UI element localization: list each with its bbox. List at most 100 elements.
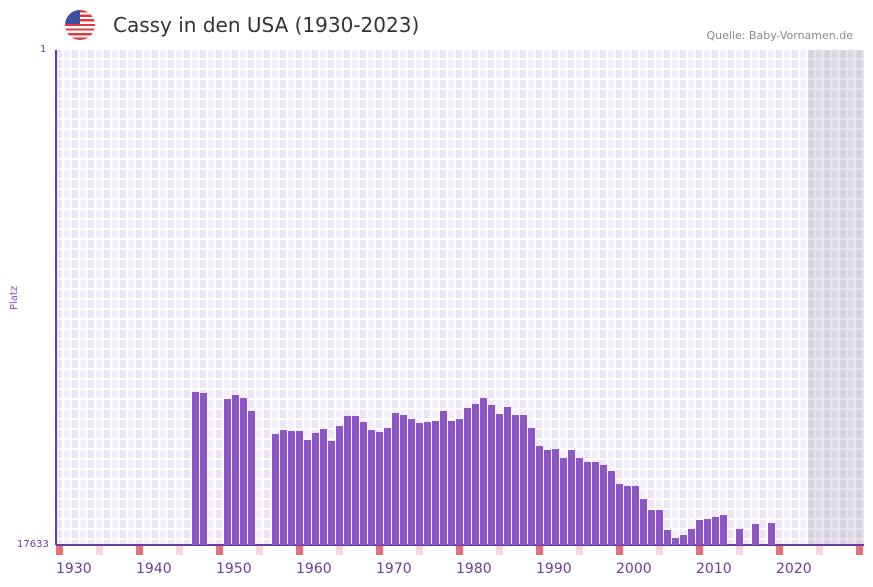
decade-marker: [376, 546, 383, 555]
bar-2004: [648, 510, 655, 545]
bar-1991: [544, 449, 551, 545]
half-decade-marker: [336, 546, 343, 555]
bar-1987: [512, 414, 519, 545]
bar-1967: [352, 415, 359, 545]
bar-1960: [296, 430, 303, 545]
bar-2006: [664, 530, 671, 545]
bar-2010: [696, 520, 703, 545]
bar-1971: [384, 428, 391, 545]
bar-1972: [392, 412, 399, 545]
bar-2000: [616, 483, 623, 545]
bar-1974: [408, 419, 415, 545]
bar-1970: [376, 431, 383, 545]
x-tick-label: 2010: [696, 561, 732, 577]
bar-2017: [752, 524, 759, 545]
bar-1996: [584, 462, 591, 545]
bar-1984: [488, 404, 495, 545]
bar-1961: [304, 439, 311, 545]
bar-1976: [424, 421, 431, 545]
bar-1998: [600, 465, 607, 545]
bar-1989: [528, 428, 535, 545]
bar-1962: [312, 433, 319, 545]
bar-1951: [224, 399, 231, 545]
bar-1975: [416, 422, 423, 545]
half-decade-marker: [416, 546, 423, 555]
bar-2005: [656, 510, 663, 545]
bar-1988: [520, 414, 527, 545]
bar-1964: [328, 440, 335, 545]
decade-marker: [536, 546, 543, 555]
half-decade-marker: [176, 546, 183, 555]
plot-area: [56, 50, 864, 545]
x-tick-label: 2020: [776, 561, 812, 577]
decade-marker: [616, 546, 623, 555]
x-tick-label: 1970: [376, 561, 412, 577]
x-tick-label: 2000: [616, 561, 652, 577]
bar-1981: [464, 408, 471, 545]
bar-1965: [336, 426, 343, 545]
bar-1957: [272, 433, 279, 545]
x-tick-label: 1940: [136, 561, 172, 577]
bar-1978: [440, 411, 447, 545]
bar-1947: [192, 392, 199, 545]
future-shaded-region: [808, 50, 864, 545]
bar-1948: [200, 393, 207, 545]
decade-marker: [776, 546, 783, 555]
bar-1973: [400, 414, 407, 545]
x-tick-label: 1980: [456, 561, 492, 577]
bar-1986: [504, 407, 511, 545]
decade-marker: [456, 546, 463, 555]
half-decade-marker: [496, 546, 503, 555]
bar-2003: [640, 499, 647, 545]
bar-1994: [568, 449, 575, 545]
bar-2012: [712, 517, 719, 545]
bar-2011: [704, 519, 711, 545]
bar-1952: [232, 394, 239, 545]
half-decade-marker: [96, 546, 103, 555]
half-decade-marker: [736, 546, 743, 555]
bar-1992: [552, 449, 559, 545]
decade-marker: [136, 546, 143, 555]
bar-2019: [768, 523, 775, 545]
bar-1966: [344, 415, 351, 545]
bar-1977: [432, 421, 439, 545]
bar-1983: [480, 398, 487, 545]
decade-marker: [856, 546, 863, 555]
x-tick-label: 1960: [296, 561, 332, 577]
y-axis-title: Platz: [9, 285, 20, 310]
bar-2008: [680, 535, 687, 545]
decade-marker: [56, 546, 63, 555]
bar-1980: [456, 419, 463, 545]
us-flag-icon: [65, 10, 95, 40]
bar-1963: [320, 428, 327, 545]
source-credit: Quelle: Baby-Vornamen.de: [706, 29, 853, 42]
bar-2001: [624, 485, 631, 545]
y-tick-label: 17633: [17, 539, 49, 550]
bar-1995: [576, 458, 583, 545]
bar-2009: [688, 529, 695, 545]
half-decade-marker: [816, 546, 823, 555]
bar-1982: [472, 404, 479, 545]
x-axis-line: [56, 544, 864, 546]
bar-1954: [248, 411, 255, 545]
bar-2007: [672, 538, 679, 545]
bar-1968: [360, 421, 367, 545]
bar-1990: [536, 446, 543, 545]
decade-marker: [216, 546, 223, 555]
half-decade-marker: [576, 546, 583, 555]
x-tick-label: 1930: [56, 561, 92, 577]
chart-title: Cassy in den USA (1930-2023): [113, 13, 420, 37]
bar-1969: [368, 430, 375, 545]
bar-1999: [608, 471, 615, 545]
bar-1953: [240, 398, 247, 545]
half-decade-marker: [656, 546, 663, 555]
bar-2002: [632, 485, 639, 545]
bar-1985: [496, 413, 503, 545]
bar-2015: [736, 529, 743, 545]
x-tick-label: 1990: [536, 561, 572, 577]
bar-1979: [448, 421, 455, 545]
bar-1958: [280, 430, 287, 545]
y-axis-line: [55, 50, 57, 545]
bar-1959: [288, 430, 295, 545]
bar-1993: [560, 458, 567, 545]
